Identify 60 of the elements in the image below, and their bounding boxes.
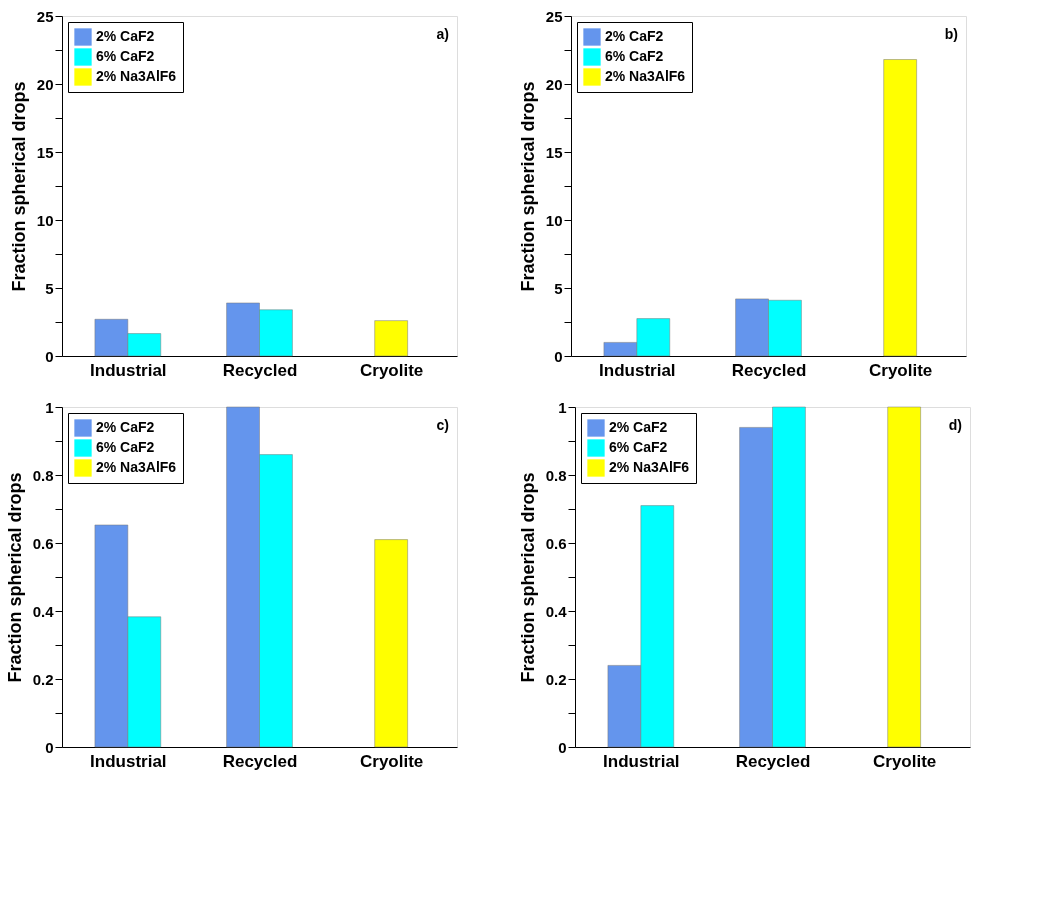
x-tick-label: Cryolite [873,751,937,771]
annotation: d) [948,417,962,433]
legend-label: 6% CaF2 [605,48,664,64]
legend-label: 2% CaF2 [96,419,155,435]
x-tick-label: Cryolite [360,751,424,771]
y-axis-title: Fraction spherical drops [4,472,25,683]
x-tick-label: Recycled [222,751,298,771]
x-tick-label: Recycled [735,751,811,771]
legend-label: 2% Na3AlF6 [609,459,690,475]
x-tick-label: Industrial [90,360,167,380]
bar [374,539,408,748]
legend-label: 2% Na3AlF6 [96,68,177,84]
legend-label: 2% Na3AlF6 [96,459,177,475]
y-tick-label: 0 [45,347,54,365]
x-tick-label: Recycled [222,360,298,380]
y-tick-label: 0.6 [32,534,54,552]
y-tick-label: 1 [45,398,54,416]
y-tick-label: 15 [36,143,54,161]
y-tick-label: 0 [45,738,54,756]
y-tick-label: 5 [45,279,54,297]
bar [883,59,917,357]
y-axis-title: Fraction spherical drops [8,81,29,292]
y-tick-label: 1 [558,398,567,416]
y-tick-label: 0.8 [32,466,54,484]
legend-label: 6% CaF2 [609,439,668,455]
y-tick-label: 0.2 [32,670,54,688]
y-tick-label: 10 [545,211,563,229]
x-tick-label: Industrial [599,360,676,380]
y-tick-label: 20 [36,75,54,93]
y-axis-title: Fraction spherical drops [517,472,538,683]
y-tick-label: 0.6 [545,534,567,552]
legend-label: 2% CaF2 [605,28,664,44]
legend-label: 2% CaF2 [609,419,668,435]
annotation: a) [436,26,449,42]
y-tick-label: 25 [545,7,563,25]
y-axis-title: Fraction spherical drops [517,81,538,292]
y-tick-label: 15 [545,143,563,161]
legend-label: 2% CaF2 [96,28,155,44]
x-tick-label: Industrial [90,751,167,771]
x-tick-label: Cryolite [360,360,424,380]
y-tick-label: 25 [36,7,54,25]
bar [374,320,408,357]
y-tick-label: 0 [554,347,563,365]
y-tick-label: 0.8 [545,466,567,484]
y-tick-label: 10 [36,211,54,229]
y-tick-label: 0.2 [545,670,567,688]
legend-label: 2% Na3AlF6 [605,68,686,84]
x-tick-label: Cryolite [869,360,933,380]
legend-label: 6% CaF2 [96,439,155,455]
y-tick-label: 0.4 [545,602,568,620]
y-tick-label: 0.4 [32,602,55,620]
annotation: b) [944,26,958,42]
bar [887,406,921,748]
y-tick-label: 0 [558,738,567,756]
x-tick-label: Industrial [603,751,680,771]
x-tick-label: Recycled [731,360,807,380]
y-tick-label: 20 [545,75,563,93]
annotation: c) [436,417,449,433]
legend-label: 6% CaF2 [96,48,155,64]
y-tick-label: 5 [554,279,563,297]
